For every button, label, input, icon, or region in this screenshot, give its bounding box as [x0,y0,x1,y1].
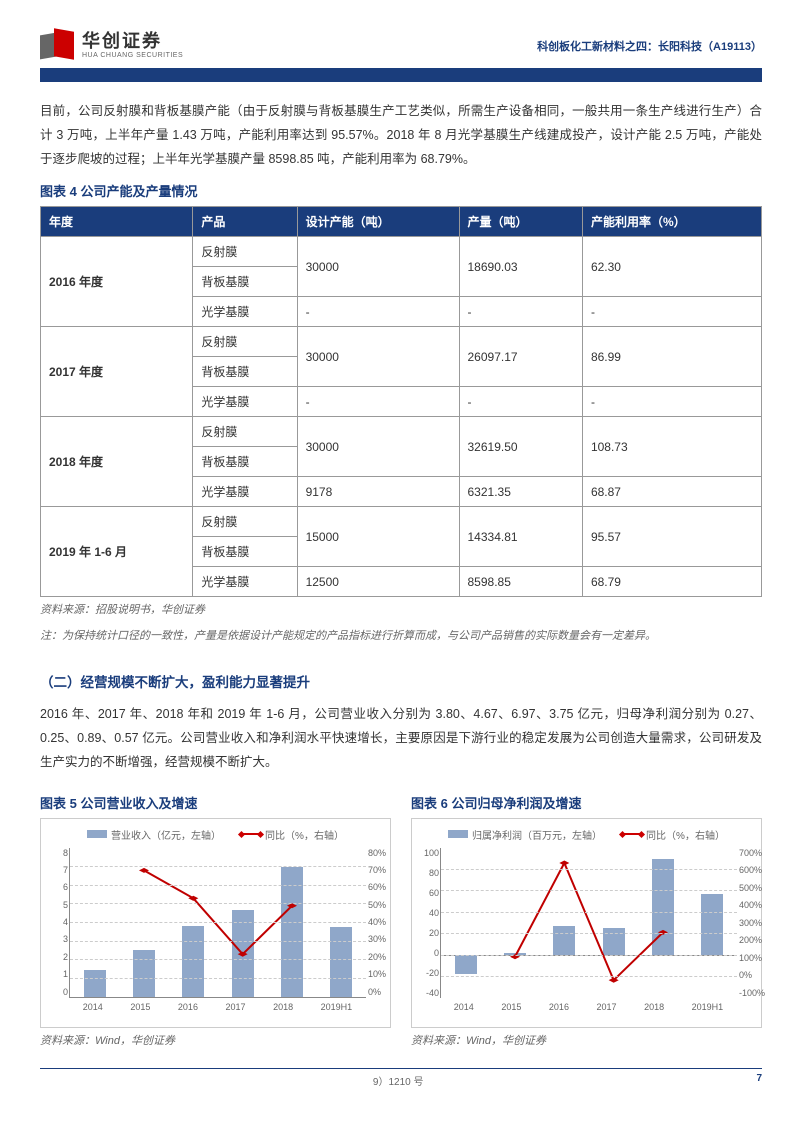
chart5-legend-bar: 营业收入（亿元，左轴） [111,827,221,842]
table-header: 产量（吨） [459,207,582,237]
chart5-title: 图表 5 公司营业收入及增速 [40,793,391,812]
chart5-source: 资料来源：Wind，华创证券 [40,1032,391,1048]
page-footer: 9）1210 号 7 [40,1073,762,1088]
chart6-source: 资料来源：Wind，华创证券 [411,1032,762,1048]
table-row: 2018 年度反射膜3000032619.50108.73 [41,417,762,447]
table4-source: 资料来源：招股说明书，华创证券 [40,601,762,617]
line-swatch [622,833,642,835]
chart5: 营业收入（亿元，左轴） 同比（%，右轴） 876543210 80%70%60%… [40,818,391,1028]
bar-swatch [87,830,107,838]
bar-swatch [448,830,468,838]
table-header: 设计产能（吨） [297,207,459,237]
logo-icon [40,30,76,62]
capacity-table: 年度产品设计产能（吨）产量（吨）产能利用率（%） 2016 年度反射膜30000… [40,206,762,597]
chart5-legend-line: 同比（%，右轴） [265,827,344,842]
section2-paragraph: 2016 年、2017 年、2018 年和 2019 年 1-6 月，公司营业收… [40,703,762,774]
logo-cn: 华创证券 [82,32,183,52]
table-header: 年度 [41,207,193,237]
table-row: 2016 年度反射膜3000018690.0362.30 [41,237,762,267]
intro-paragraph: 目前，公司反射膜和背板基膜产能（由于反射膜与背板基膜生产工艺类似，所需生产设备相… [40,100,762,171]
line-swatch [241,833,261,835]
logo-en: HUA CHUANG SECURITIES [82,52,183,60]
table-row: 2019 年 1-6 月反射膜1500014334.8195.57 [41,507,762,537]
table-header: 产品 [193,207,297,237]
table-row: 2017 年度反射膜3000026097.1786.99 [41,327,762,357]
table4-title: 图表 4 公司产能及产量情况 [40,181,762,200]
chart6-legend-line: 同比（%，右轴） [646,827,725,842]
footer-center: 9）1210 号 [40,1073,756,1088]
table-header: 产能利用率（%） [582,207,761,237]
chart6-title: 图表 6 公司归母净利润及增速 [411,793,762,812]
document-title: 科创板化工新材料之四：长阳科技（A19113） [537,38,762,54]
table4-note: 注：为保持统计口径的一致性，产量是依据设计产能规定的产品指标进行折算而成，与公司… [40,627,762,643]
chart6-legend-bar: 归属净利润（百万元，左轴） [472,827,602,842]
logo: 华创证券 HUA CHUANG SECURITIES [40,30,183,62]
chart6: 归属净利润（百万元，左轴） 同比（%，右轴） 100806040200-20-4… [411,818,762,1028]
section2-heading: （二）经营规模不断扩大，盈利能力显著提升 [40,671,762,691]
header-bar [40,68,762,82]
page-header: 华创证券 HUA CHUANG SECURITIES 科创板化工新材料之四：长阳… [40,30,762,62]
footer-divider [40,1068,762,1069]
page-number: 7 [756,1073,762,1088]
